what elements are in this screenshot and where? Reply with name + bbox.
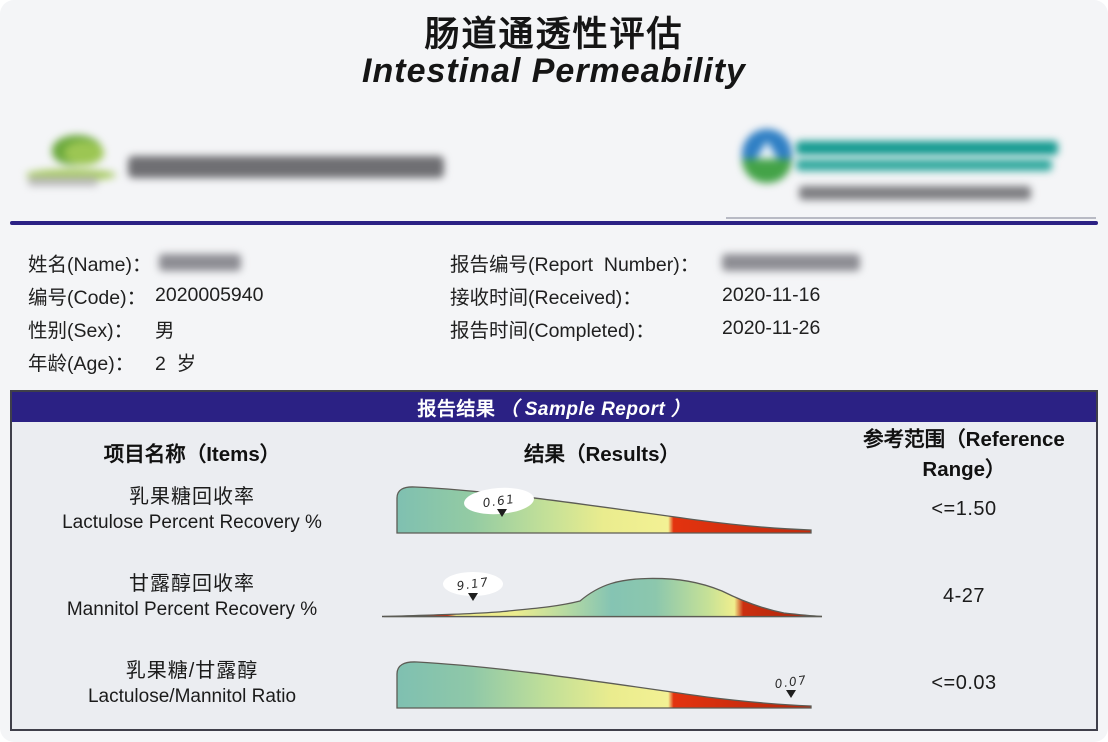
result-value: 0.07: [774, 672, 808, 690]
patient-age-row: 年龄(Age)： 2 岁: [28, 345, 263, 378]
code-label: 编号(Code)：: [28, 287, 147, 309]
marker-triangle-icon: [497, 508, 507, 517]
report-info: 报告编号(Report Number)： 接收时间(Received)： 202…: [450, 246, 860, 345]
lab-subtitle-redacted: [799, 186, 1031, 200]
item-name-zh: 乳果糖回收率: [129, 485, 255, 508]
received-label: 接收时间(Received)：: [450, 287, 642, 309]
patient-code-row: 编号(Code)： 2020005940: [28, 279, 263, 312]
name-value-redacted: [159, 254, 241, 271]
sex-value: 男: [155, 320, 175, 342]
code-value: 2020005940: [155, 284, 264, 306]
name-label: 姓名(Name)：: [28, 254, 152, 276]
reference-range: <=1.50: [931, 498, 997, 520]
item-name-en: Lactulose Percent Recovery %: [62, 511, 322, 533]
report-number-label: 报告编号(Report Number)：: [450, 254, 700, 276]
patient-name-row: 姓名(Name)：: [28, 246, 263, 279]
col-items: 项目名称（Items）: [103, 443, 281, 466]
divider-navy: [10, 221, 1098, 225]
item-name-en: Lactulose/Mannitol Ratio: [87, 685, 297, 707]
table-row: 乳果糖回收率 Lactulose Percent Recovery %: [12, 466, 1096, 553]
divider-gray: [726, 217, 1096, 219]
marker-triangle-icon: [786, 689, 796, 698]
item-name-en: Mannitol Percent Recovery %: [66, 598, 318, 620]
reference-range: 4-27: [942, 585, 986, 607]
value-bubble: [443, 571, 503, 596]
company-logo-icon: [24, 133, 119, 191]
col-results: 结果（Results）: [523, 443, 681, 466]
company-name-redacted: [128, 156, 444, 178]
lab-name-redacted-line2: [796, 159, 1052, 171]
completed-label: 报告时间(Completed)：: [450, 320, 655, 342]
received-value: 2020-11-16: [722, 284, 821, 306]
table-column-headers: 项目名称（Items） 结果（Results） 参考范围（Reference R…: [12, 422, 1096, 481]
report-number-row: 报告编号(Report Number)：: [450, 246, 860, 279]
item-name-zh: 甘露醇回收率: [129, 572, 255, 595]
result-band-ratio: 0.07: [372, 655, 832, 713]
received-row: 接收时间(Received)： 2020-11-16: [450, 279, 860, 312]
sex-label: 性别(Sex)：: [28, 320, 134, 342]
age-value: 2 岁: [155, 353, 197, 375]
result-band-lactulose: 0.61: [372, 481, 832, 539]
completed-value: 2020-11-26: [722, 317, 821, 339]
patient-info: 姓名(Name)： 编号(Code)： 2020005940 性别(Sex)： …: [28, 246, 263, 378]
table-title-en: （ Sample Report ）: [499, 398, 691, 420]
table-row: 甘露醇回收率 Mannitol Percent Recovery %: [12, 553, 1096, 640]
result-value: 9.17: [456, 574, 490, 592]
item-name-zh: 乳果糖/甘露醇: [125, 659, 259, 682]
table-title-bar: 报告结果 （ Sample Report ）: [12, 392, 1096, 422]
marker-triangle-icon: [468, 592, 478, 601]
report-number-redacted: [722, 254, 860, 271]
table-row: 乳果糖/甘露醇 Lactulose/Mannitol Ratio 0.07: [12, 640, 1096, 727]
table-title-zh: 报告结果: [417, 398, 496, 420]
age-label: 年龄(Age)：: [28, 353, 135, 375]
completed-row: 报告时间(Completed)： 2020-11-26: [450, 312, 860, 345]
lab-logo-icon: [742, 129, 792, 185]
lab-name-redacted: [796, 141, 1058, 155]
page-title-en: Intestinal Permeability: [362, 52, 746, 90]
results-table: 报告结果 （ Sample Report ） 项目名称（Items） 结果（Re…: [10, 390, 1098, 731]
result-band-mannitol: 9.17: [372, 568, 832, 626]
col-reference: 参考范围（Reference Range）: [863, 428, 1065, 481]
reference-range: <=0.03: [931, 672, 997, 694]
value-bubble: [464, 487, 534, 514]
page-title-zh: 肠道通透性评估: [424, 15, 684, 54]
result-value: 0.61: [482, 491, 516, 509]
patient-sex-row: 性别(Sex)： 男: [28, 312, 263, 345]
